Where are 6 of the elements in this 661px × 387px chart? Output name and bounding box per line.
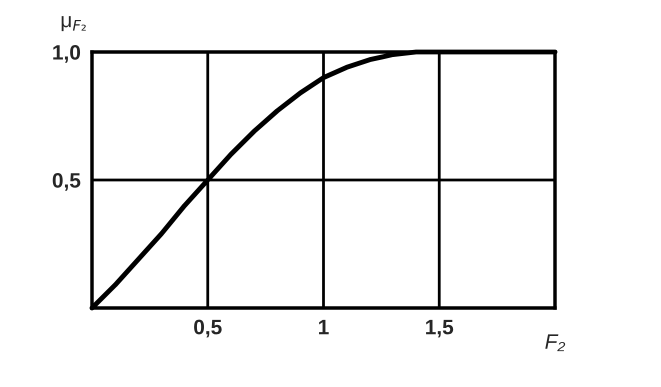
x-tick-label: 0,5 xyxy=(194,320,222,338)
x-tick-label: 1 xyxy=(319,320,329,334)
x-axis-title: F₂ xyxy=(545,334,566,352)
x-tick-label: 1,5 xyxy=(426,320,454,338)
y-axis-title: μ$_{F₂}$ xyxy=(62,16,86,32)
y-tick-label: 1,0 xyxy=(53,45,80,63)
